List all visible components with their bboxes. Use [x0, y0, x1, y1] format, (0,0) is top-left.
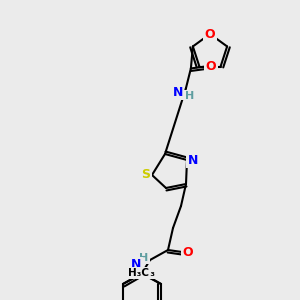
- Text: CH₃: CH₃: [134, 268, 155, 278]
- Text: O: O: [183, 245, 193, 259]
- Text: H: H: [185, 92, 194, 101]
- Text: N: N: [173, 86, 183, 99]
- Text: N: N: [131, 259, 141, 272]
- Text: N: N: [188, 154, 198, 166]
- Text: S: S: [142, 169, 151, 182]
- Text: H: H: [140, 253, 148, 263]
- Text: O: O: [205, 28, 215, 40]
- Text: O: O: [206, 60, 216, 73]
- Text: H₃C: H₃C: [128, 268, 148, 278]
